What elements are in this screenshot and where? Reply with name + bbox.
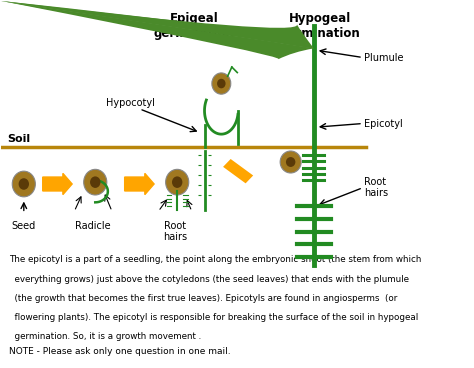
Text: Hypocotyl: Hypocotyl	[106, 98, 155, 108]
Ellipse shape	[18, 178, 29, 190]
Text: Seed: Seed	[12, 221, 36, 231]
PathPatch shape	[276, 34, 314, 48]
PathPatch shape	[276, 48, 314, 54]
Ellipse shape	[12, 171, 36, 197]
Ellipse shape	[172, 176, 182, 188]
Text: Soil: Soil	[7, 134, 30, 144]
Ellipse shape	[84, 169, 107, 195]
PathPatch shape	[272, 43, 314, 48]
Text: Root
hairs: Root hairs	[163, 221, 187, 242]
Ellipse shape	[212, 73, 231, 94]
Text: NOTE - Please ask only one question in one mail.: NOTE - Please ask only one question in o…	[9, 347, 231, 356]
Text: Hypogeal
germination: Hypogeal germination	[280, 12, 360, 40]
Ellipse shape	[217, 79, 226, 88]
Ellipse shape	[286, 157, 295, 167]
Text: Epicotyl: Epicotyl	[364, 118, 403, 128]
Text: everything grows) just above the cotyledons (the seed leaves) that ends with the: everything grows) just above the cotyled…	[9, 275, 409, 284]
Text: (the growth that becomes the first true leaves). Epicotyls are found in angiospe: (the growth that becomes the first true …	[9, 294, 398, 302]
Text: Radicle: Radicle	[75, 221, 111, 231]
PathPatch shape	[278, 48, 314, 59]
Text: flowering plants). The epicotyl is responsible for breaking the surface of the s: flowering plants). The epicotyl is respo…	[9, 313, 419, 322]
Bar	[223, 159, 253, 183]
Text: Plumule: Plumule	[364, 53, 404, 63]
Text: Epigeal
germination: Epigeal germination	[154, 12, 234, 40]
PathPatch shape	[297, 25, 314, 48]
Text: germination. So, it is a growth movement .: germination. So, it is a growth movement…	[9, 332, 201, 341]
FancyArrow shape	[125, 173, 154, 195]
Text: The epicotyl is a part of a seedling, the point along the embryonic shoot (the s: The epicotyl is a part of a seedling, th…	[9, 255, 421, 265]
Ellipse shape	[165, 169, 189, 195]
Ellipse shape	[90, 176, 100, 188]
Ellipse shape	[280, 151, 301, 173]
FancyArrow shape	[43, 173, 72, 195]
Text: Root
hairs: Root hairs	[364, 177, 388, 198]
